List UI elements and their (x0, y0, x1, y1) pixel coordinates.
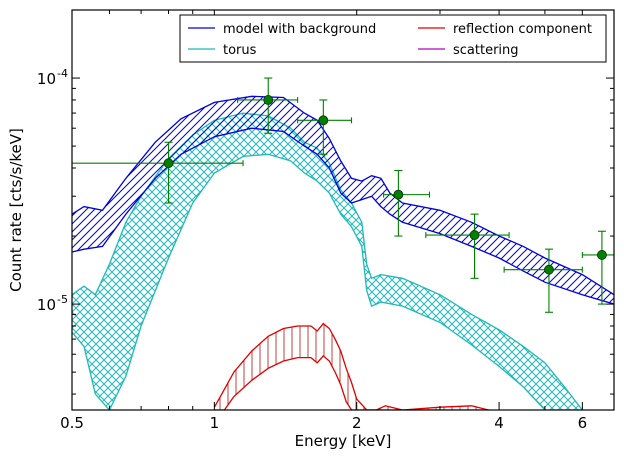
data-point-2 (297, 99, 353, 155)
y-axis-label: Count rate [cts/s/keV] (7, 128, 25, 292)
data-point-3 (383, 169, 431, 237)
legend-label-model: model with background (223, 22, 376, 37)
upper-line-model-with-background (72, 95, 614, 296)
x-tick-label-0: 0.5 (60, 414, 84, 432)
data-point-4 (425, 213, 510, 279)
x-axis-label: Energy [keV] (295, 432, 392, 450)
data-point-0 (72, 141, 244, 204)
legend: model with background reflection compone… (179, 14, 607, 63)
plot-frame (71, 9, 615, 411)
x-tick-label-3: 4 (494, 414, 504, 432)
band-model-with-background (72, 96, 614, 305)
lower-line-model-with-background (72, 127, 614, 305)
data-point-5 (503, 248, 583, 313)
legend-label-scattering: scattering (453, 43, 519, 58)
data-point-6 (581, 230, 614, 305)
lower-line-torus (72, 153, 583, 410)
legend-label-reflection: reflection component (453, 22, 592, 37)
x-tick-label-1: 1 (210, 414, 220, 432)
x-tick-label-2: 2 (352, 414, 362, 432)
lower-line-reflection-component (214, 354, 489, 410)
band-reflection-component (214, 323, 489, 410)
ticks-layer: 0.5 1 2 4 610-510-4 (37, 9, 615, 432)
upper-line-reflection-component (213, 322, 489, 410)
y-tick-label-0: 10 (37, 296, 56, 314)
y-tick-exp-1: -4 (57, 67, 68, 80)
legend-box (179, 14, 607, 63)
y-tick-label-1: 10 (37, 70, 56, 88)
band-torus (72, 113, 583, 410)
data-point-1 (237, 77, 299, 134)
x-tick-label-4: 6 (578, 414, 588, 432)
data-points-layer (72, 77, 614, 313)
series-layer (72, 95, 614, 410)
legend-label-torus: torus (223, 43, 257, 58)
y-tick-exp-0: -5 (57, 293, 68, 306)
